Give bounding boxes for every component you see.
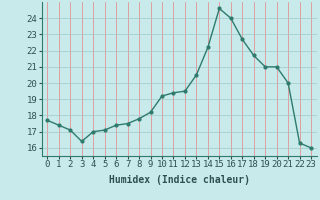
X-axis label: Humidex (Indice chaleur): Humidex (Indice chaleur) (109, 175, 250, 185)
